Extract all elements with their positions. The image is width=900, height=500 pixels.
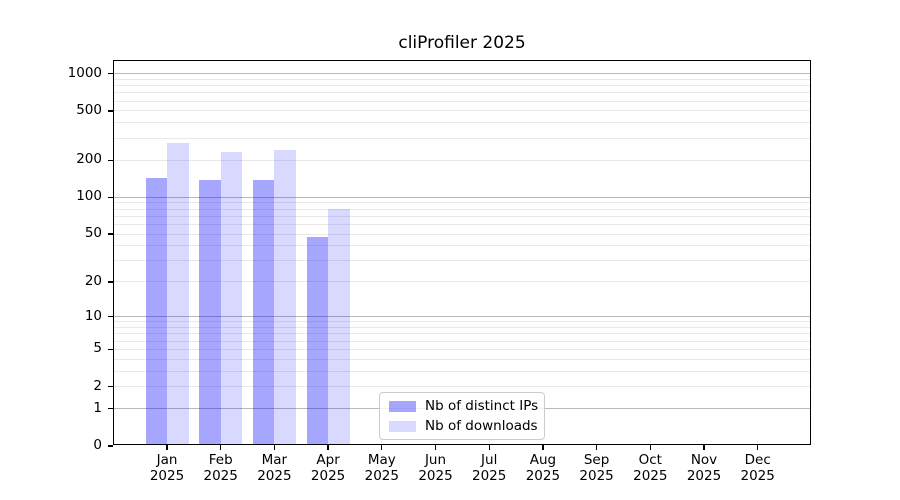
y-tick-mark [107,348,113,351]
gridline-minor [114,333,810,335]
y-tick-label-100: 100 [76,188,102,205]
x-tick-mark [542,444,544,450]
bar-downloads-mar [274,149,296,444]
y-tick-mark [107,73,113,75]
y-tick-mark [107,407,113,410]
x-tick-label-aug: Aug 2025 [525,452,561,484]
x-tick-mark [381,444,383,450]
gridline-minor [114,260,810,262]
x-tick-mark [434,444,437,450]
y-tick-label-200: 200 [76,151,102,168]
x-tick-mark [649,444,651,450]
y-tick-label-2: 2 [93,377,102,394]
x-tick-mark [327,444,329,450]
y-tick-mark [107,159,113,161]
gridline-minor [114,122,810,124]
x-tick-label-oct: Oct 2025 [633,452,668,484]
gridline-minor [114,85,810,87]
y-tick-label-50: 50 [84,225,102,242]
x-tick-label-nov: Nov 2025 [686,452,722,484]
gridline-minor [114,327,810,329]
gridline-minor [114,110,810,112]
legend-item-downloads: Nb of downloads [389,418,538,434]
gridline-minor [114,78,810,80]
gridline-minor [114,370,810,372]
x-tick-mark [757,444,759,450]
x-tick-label-may: May 2025 [364,452,399,484]
y-tick-mark [107,196,113,198]
bar-downloads-apr [328,208,350,444]
y-tick-label-20: 20 [84,272,102,289]
y-tick-mark [107,110,113,112]
legend-label-downloads: Nb of downloads [425,418,538,434]
gridline-minor [114,159,810,161]
x-tick-label-jun: Jun 2025 [418,452,453,484]
x-tick-mark [166,444,168,450]
gridline-major [114,196,810,198]
y-tick-label-0: 0 [93,437,102,453]
x-tick-mark [595,444,598,450]
legend-label-distinct-ips: Nb of distinct IPs [425,398,539,414]
legend-swatch-downloads [389,420,416,432]
y-tick-label-10: 10 [84,307,102,324]
x-tick-mark [273,444,276,450]
x-tick-label-dec: Dec 2025 [740,452,775,484]
gridline-minor [114,215,810,217]
gridline-major [114,316,810,318]
gridline-minor [114,223,810,225]
y-tick-mark [107,445,113,447]
gridline-minor [114,208,810,210]
y-tick-label-1000: 1000 [67,64,102,81]
gridline-minor [114,281,810,283]
chart-title: cliProfiler 2025 [398,33,526,53]
gridline-minor [114,100,810,102]
bar-distinct-ips-jan [145,178,167,444]
legend: Nb of distinct IPs Nb of downloads [379,392,545,440]
gridline-minor [114,137,810,139]
x-tick-mark [220,444,222,450]
y-tick-mark [107,281,113,283]
y-tick-mark [107,316,113,318]
y-tick-label-5: 5 [93,340,102,357]
legend-swatch-distinct-ips [389,400,416,412]
y-tick-label-1: 1 [93,399,102,416]
x-tick-mark [703,444,705,450]
bar-distinct-ips-mar [252,179,275,444]
plot-area: 1000 500 200 100 50 20 10 5 2 1 0 Jan 2025 Feb 2025 M… [68,60,811,484]
gridline-major [114,73,810,75]
bar-distinct-ips-feb [199,179,221,444]
gridline-minor [114,92,810,94]
gridline-minor [114,348,810,350]
y-tick-label-500: 500 [76,101,102,118]
gridline-minor [114,202,810,204]
x-tick-label-sep: Sep 2025 [579,452,614,484]
gridline-minor [114,233,810,235]
x-tick-label-jan: Jan 2025 [149,452,185,484]
bar-distinct-ips-apr [306,236,329,444]
gridline-minor [114,386,810,388]
x-tick-mark [488,444,490,450]
y-tick-mark [107,233,113,235]
gridline-minor [114,245,810,247]
x-tick-label-apr: Apr 2025 [310,452,346,484]
y-tick-mark [107,386,113,388]
legend-item-distinct-ips: Nb of distinct IPs [389,398,539,414]
gridline-minor [114,340,810,342]
x-tick-label-jul: Jul 2025 [472,452,507,484]
bar-downloads-feb [220,152,243,444]
bar-downloads-jan [167,143,189,444]
gridline-minor [114,321,810,323]
gridline-minor [114,358,810,360]
x-tick-label-mar: Mar 2025 [257,452,292,484]
x-tick-label-feb: Feb 2025 [203,452,238,484]
